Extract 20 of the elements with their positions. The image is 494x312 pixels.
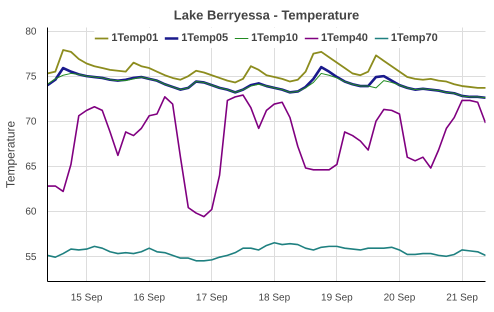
x-tick-label: 20 Sep	[384, 292, 416, 304]
y-tick-label: 75	[25, 72, 37, 83]
x-tick-label: 18 Sep	[258, 292, 291, 304]
y-tick-label: 80	[25, 26, 37, 38]
y-tick-label: 65	[25, 162, 37, 173]
y-tick-label: 55	[25, 252, 37, 263]
legend-label: 1Temp05	[181, 32, 228, 44]
x-tick-label: 19 Sep	[321, 292, 354, 304]
legend-label: 1Temp40	[320, 32, 368, 44]
x-tick-label: 15 Sep	[70, 292, 103, 304]
legend-label: 1Temp10	[251, 32, 298, 44]
x-tick-label: 17 Sep	[196, 292, 228, 304]
chart-title: Lake Berryessa - Temperature	[174, 8, 360, 22]
legend-label: 1Temp70	[390, 32, 438, 44]
x-tick-label: 16 Sep	[133, 292, 166, 304]
x-tick-label: 21 Sep	[446, 292, 478, 304]
y-tick-label: 60	[25, 206, 37, 218]
y-axis-title: Temperature	[3, 120, 18, 188]
legend-label: 1Temp01	[111, 32, 158, 44]
y-tick-label: 70	[25, 116, 37, 128]
